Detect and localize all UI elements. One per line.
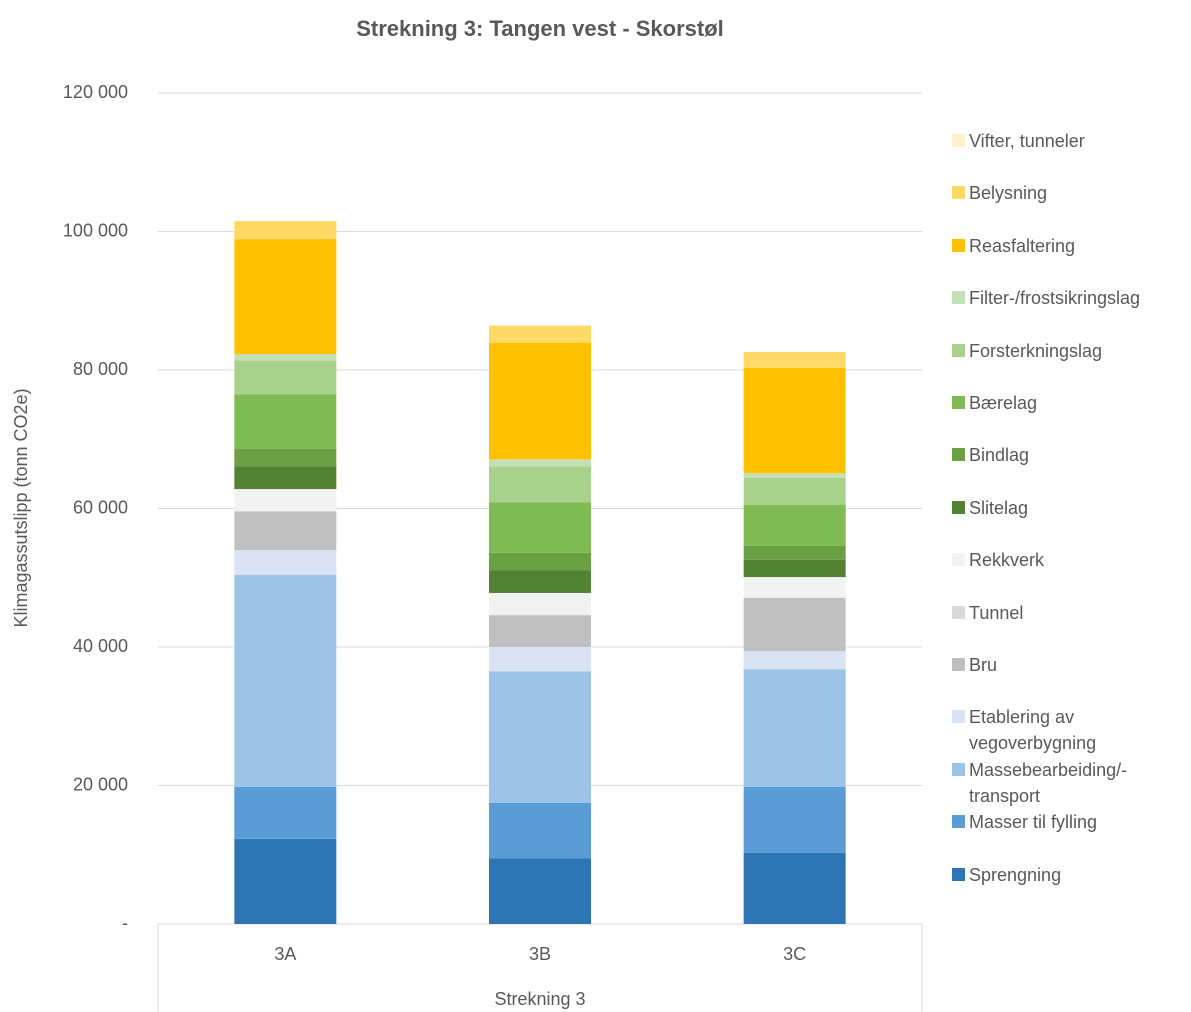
bar-segment	[489, 502, 591, 553]
bar-segment	[489, 858, 591, 924]
y-tick-label: 40 000	[73, 636, 128, 656]
y-tick-label: 100 000	[63, 220, 128, 240]
bar-segment	[743, 786, 846, 853]
legend-label: Massebearbeiding/-transport	[969, 759, 1128, 806]
legend-swatch	[952, 658, 965, 671]
legend-swatch	[952, 500, 965, 514]
legend-label: Etablering av vegoverbygning	[969, 707, 1097, 754]
y-tick-label: 120 000	[63, 82, 128, 102]
bar-segment	[743, 651, 846, 670]
legend-entry: Belysning	[952, 180, 1187, 206]
legend-label: Bindlag	[969, 445, 1030, 466]
bar-segment	[489, 459, 591, 467]
legend-label: Bru	[969, 655, 998, 675]
bar-segment	[743, 367, 846, 474]
bar-segment	[234, 354, 337, 361]
legend-swatch	[952, 815, 965, 829]
legend-entry: Sprengning	[952, 862, 1187, 888]
legend-entry: Vifter, tunneler	[952, 128, 1187, 154]
bar-segment	[743, 597, 846, 652]
bar-segment	[743, 577, 846, 598]
bar-segment	[489, 325, 591, 343]
legend-entry: Filter-/frostsikringslag	[952, 285, 1187, 311]
bar-segment	[489, 802, 591, 859]
bar-segment	[489, 615, 591, 647]
legend-label: Forsterkningslag	[969, 340, 1103, 361]
bar-segment	[743, 669, 846, 787]
legend-label: Sprengning	[969, 864, 1062, 885]
legend-entry: Rekkverk	[952, 547, 1187, 573]
bar-segment	[234, 221, 337, 240]
legend-swatch	[952, 448, 965, 462]
legend-entry: Massebearbeiding/-transport	[952, 757, 1187, 809]
y-tick-label: 80 000	[73, 359, 128, 379]
legend-swatch	[952, 291, 965, 305]
legend-swatch	[952, 553, 965, 567]
legend-swatch	[952, 238, 965, 252]
x-tick-label: 3B	[529, 944, 551, 964]
bar-segment	[489, 466, 591, 503]
x-axis-label: Strekning 3	[494, 989, 585, 1009]
chart-title: Strekning 3: Tangen vest - Skorstøl	[356, 16, 724, 41]
legend-label: Belysning	[969, 183, 1048, 204]
legend-label: Filter-/frostsikringslag	[969, 288, 1141, 309]
bar-segment	[489, 647, 591, 672]
bar-segment	[489, 342, 591, 460]
bar-segment	[234, 394, 337, 449]
bar-segment	[234, 489, 337, 512]
legend-swatch	[952, 605, 965, 619]
bar-segment	[234, 511, 337, 551]
bar-segment	[489, 592, 591, 616]
bar-segment	[234, 360, 337, 395]
bar-segment	[234, 574, 337, 787]
legend-swatch	[952, 867, 965, 881]
legend-entry: Masser til fylling	[952, 809, 1187, 835]
y-tick-label: 60 000	[73, 497, 128, 517]
legend-swatch	[952, 710, 965, 724]
legend-swatch	[952, 343, 965, 357]
bar-segment	[489, 552, 591, 571]
legend-swatch	[952, 134, 965, 147]
legend-label: Slitelag	[969, 497, 1029, 518]
legend-entry: Bru	[952, 652, 1187, 678]
bar-segment	[743, 559, 846, 578]
bar-segment	[234, 239, 337, 355]
legend-entry: Slitelag	[952, 495, 1187, 521]
legend-label: Reasfaltering	[969, 235, 1076, 256]
legend-entry: Etablering av vegoverbygning	[952, 704, 1187, 756]
legend-entry: Bærelag	[952, 390, 1187, 416]
bar-segment	[489, 570, 591, 593]
x-tick-label: 3C	[783, 944, 806, 964]
legend-label: Tunnel	[969, 602, 1024, 623]
bar-segment	[743, 545, 846, 560]
legend-label: Masser til fylling	[969, 812, 1098, 833]
bar-segment	[234, 466, 337, 490]
legend-entry: Tunnel	[952, 600, 1187, 626]
bar-segment	[743, 351, 846, 368]
bar-segment	[743, 478, 846, 506]
bar-segment	[743, 473, 846, 479]
bar-segment	[743, 505, 846, 546]
legend-label: Vifter, tunneler	[969, 131, 1085, 151]
legend-swatch	[952, 186, 965, 200]
bar-segment	[743, 852, 846, 924]
y-tick-label: -	[122, 913, 128, 933]
bar-segment	[234, 838, 337, 924]
legend-entry: Reasfaltering	[952, 233, 1187, 259]
bar-segment	[234, 786, 337, 839]
y-axis-label: Klimagassutslipp (tonn CO2e)	[11, 388, 31, 627]
legend-entry: Bindlag	[952, 442, 1187, 468]
legend-swatch	[952, 762, 965, 776]
legend-entry: Forsterkningslag	[952, 338, 1187, 364]
legend-label: Bærelag	[969, 393, 1038, 413]
bar-segment	[489, 671, 591, 803]
bar-segment	[234, 448, 337, 467]
legend-swatch	[952, 396, 965, 409]
legend-label: Rekkverk	[969, 550, 1045, 571]
bar-segment	[234, 550, 337, 575]
x-tick-label: 3A	[274, 944, 296, 964]
y-tick-label: 20 000	[73, 774, 128, 794]
